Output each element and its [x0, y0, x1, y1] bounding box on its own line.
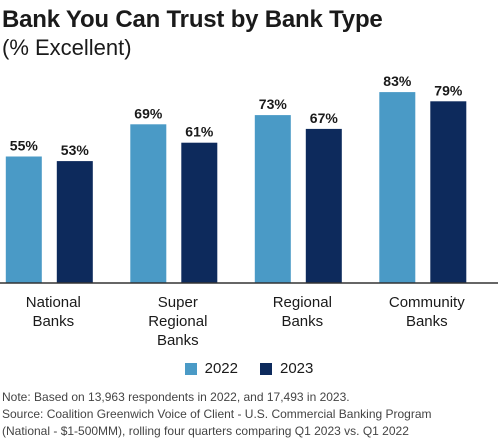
category-label-3-1: Banks [406, 313, 448, 330]
category-label-2-1: Banks [281, 313, 323, 330]
legend-swatch-2022 [184, 362, 197, 375]
bar-2022-2 [254, 115, 291, 283]
legend-label-2022: 2022 [204, 360, 238, 377]
bar-chart: 55% 53% National Banks 69% 61% Super Regional Ba… [0, 73, 498, 349]
bar-2023-3 [430, 101, 467, 283]
note-line: Note: Based on 13,963 respondents in 202… [2, 390, 350, 404]
category-label-1-1: Regional [148, 313, 207, 330]
bar-2022-1 [130, 124, 167, 283]
chart-title: Bank You Can Trust by Bank Type [2, 6, 383, 33]
data-label-2023-3: 79% [434, 82, 463, 98]
footnotes: Note: Based on 13,963 respondents in 202… [2, 389, 432, 440]
data-label-2022-3: 83% [383, 73, 412, 89]
category-label-0-0: National [26, 294, 81, 311]
legend-item-2023: 2023 [260, 360, 313, 377]
data-label-2022-2: 73% [259, 96, 288, 112]
data-label-2023-2: 67% [310, 110, 339, 126]
source-line: Source: Coalition Greenwich Voice of Cli… [2, 407, 432, 421]
legend-label-2023: 2023 [280, 360, 314, 377]
bar-2023-2 [305, 128, 342, 283]
legend-item-2022: 2022 [184, 360, 238, 377]
bar-2022-0 [5, 156, 42, 283]
bar-2023-1 [181, 142, 218, 283]
data-label-2023-0: 53% [61, 142, 90, 158]
data-label-2022-0: 55% [10, 138, 39, 154]
data-label-2022-1: 69% [134, 105, 163, 121]
legend-swatch-2023 [260, 362, 272, 375]
source-detail-line: (National - $1-500MM), rolling four quar… [2, 424, 409, 438]
bar-2023-0 [56, 161, 93, 283]
category-label-3-0: Community [389, 294, 465, 311]
bar-2022-3 [379, 92, 416, 283]
legend: 2022 2023 [0, 360, 498, 377]
chart-subtitle: (% Excellent) [2, 35, 132, 60]
category-label-2-0: Regional [273, 294, 332, 311]
category-label-1-2: Banks [157, 332, 199, 349]
category-label-1-0: Super [158, 294, 198, 311]
data-label-2023-1: 61% [185, 124, 214, 140]
category-label-0-1: Banks [32, 313, 74, 330]
